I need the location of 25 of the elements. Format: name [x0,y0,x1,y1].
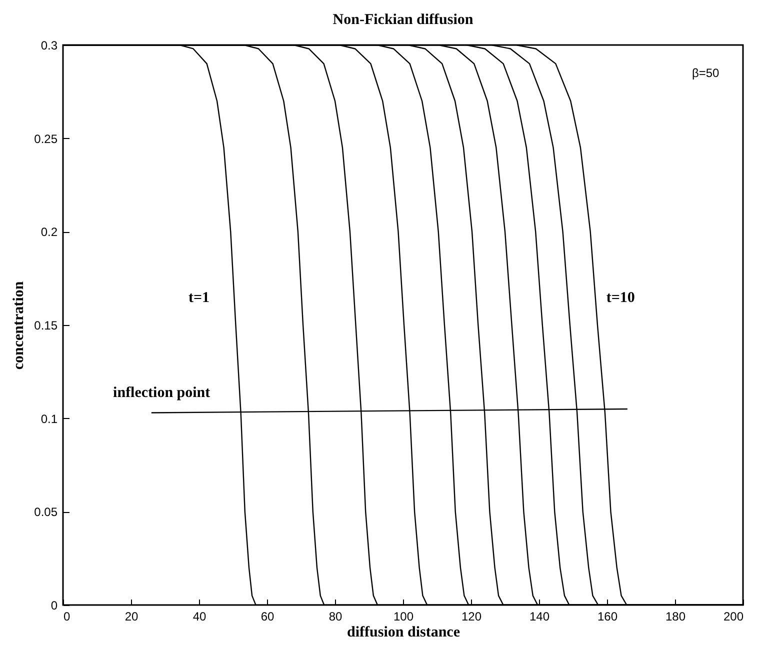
x-tick-label: 160 [597,610,618,624]
annotation: t=10 [606,290,635,306]
annotation: inflection point [113,385,210,402]
x-tick-label: 100 [393,610,414,624]
y-axis-title: concentration [11,280,28,370]
x-tick-label: 60 [260,610,274,624]
x-tick-label: 180 [665,610,686,624]
x-tick-label: 140 [529,610,550,624]
x-tick-label: 120 [461,610,482,624]
chart-title: Non-Fickian diffusion [332,12,474,28]
x-tick-label: 200 [723,610,744,624]
x-tick-label: 80 [328,610,342,624]
annotation: t=1 [188,290,210,306]
x-tick-label: 20 [124,610,138,624]
y-tick-label: 0.25 [34,132,58,146]
x-axis-title: diffusion distance [347,624,460,640]
y-tick-label: 0.1 [40,412,58,426]
y-tick-label: 0.05 [34,505,58,520]
x-tick-label: 40 [192,610,206,624]
y-tick-label: 0.3 [40,38,58,52]
y-tick-label: 0.2 [40,225,58,240]
y-tick-label: 0.15 [34,318,58,332]
y-tick-label: 0 [50,598,58,612]
x-tick-label: 0 [64,610,70,624]
annotation: β=50 [692,66,720,80]
